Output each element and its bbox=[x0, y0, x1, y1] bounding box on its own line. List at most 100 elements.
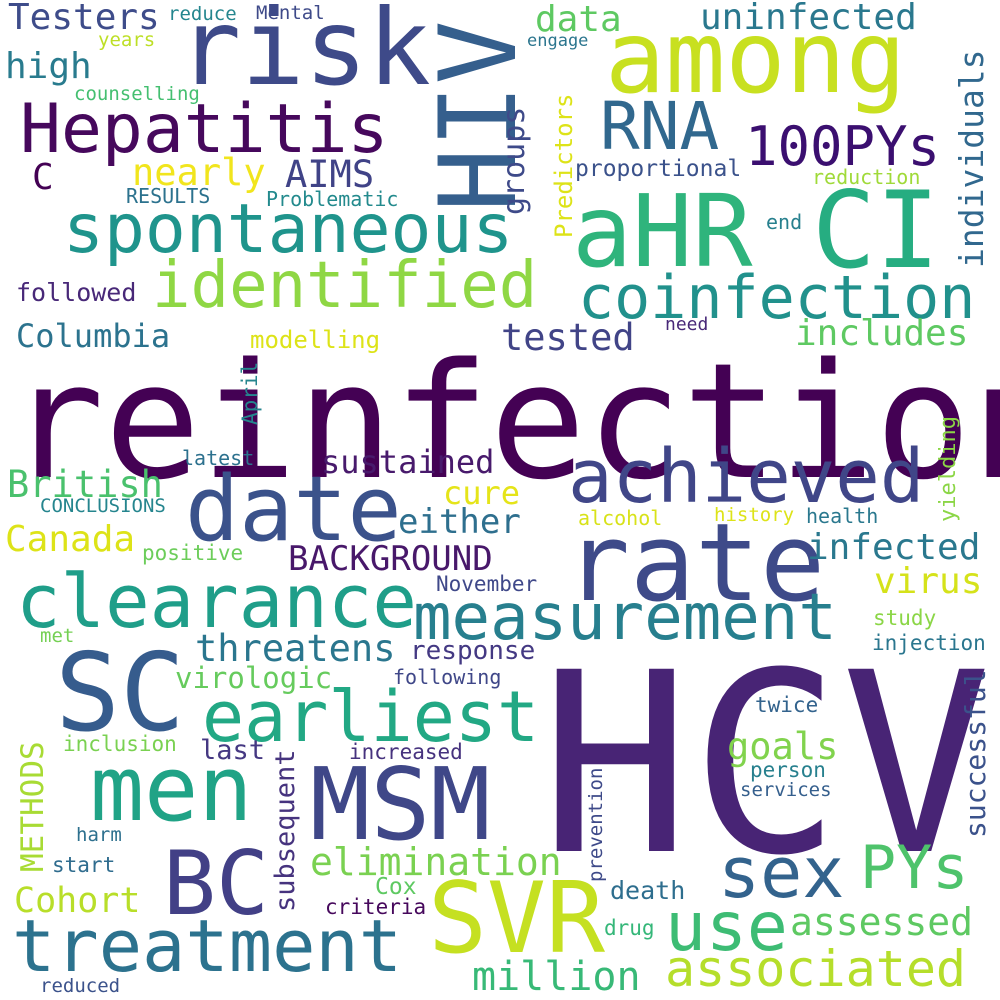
word-men: men bbox=[90, 737, 253, 842]
word-sustained: sustained bbox=[321, 443, 495, 481]
word-risk: risk bbox=[178, 0, 431, 109]
word-earliest: earliest bbox=[202, 676, 540, 758]
word-latest: latest bbox=[182, 446, 255, 470]
word-person: person bbox=[750, 758, 826, 782]
word-goals: goals bbox=[727, 725, 839, 768]
word-msm: MSM bbox=[310, 746, 491, 863]
word-successful: successful bbox=[959, 669, 992, 838]
word-study: study bbox=[873, 606, 937, 630]
word-met: met bbox=[40, 625, 75, 647]
word-counselling: counselling bbox=[74, 83, 200, 105]
word-cure: cure bbox=[443, 474, 521, 512]
word-bc: BC bbox=[163, 832, 269, 935]
word-drug: drug bbox=[604, 916, 655, 940]
word-start: start bbox=[52, 853, 116, 877]
word-proportional: proportional bbox=[575, 156, 742, 182]
word-yielding: yielding bbox=[936, 416, 961, 522]
word-background: BACKGROUND bbox=[288, 539, 493, 579]
word-includes: includes bbox=[795, 313, 969, 354]
word-hepatitis: Hepatitis bbox=[20, 90, 389, 169]
word-following: following bbox=[393, 665, 502, 689]
word-treatment: treatment bbox=[12, 904, 403, 988]
word-clearance: clearance bbox=[16, 559, 417, 645]
word-identified: identified bbox=[152, 249, 538, 323]
word-columbia: Columbia bbox=[16, 317, 171, 355]
word-prevention: prevention bbox=[585, 767, 607, 882]
word-subsequent: subsequent bbox=[270, 749, 301, 912]
word-reinfection: reinfection bbox=[8, 328, 1000, 515]
word-health: health bbox=[806, 504, 879, 528]
word-coinfection: coinfection bbox=[578, 263, 976, 333]
word-canada: Canada bbox=[5, 519, 136, 560]
word-april: April bbox=[238, 361, 262, 425]
word-predictors: Predictors bbox=[550, 93, 578, 239]
word-criteria: criteria bbox=[325, 895, 427, 919]
word-increased: increased bbox=[349, 740, 463, 764]
word-cohort: Cohort bbox=[14, 881, 141, 921]
word-rna: RNA bbox=[600, 88, 720, 165]
word-cox: Cox bbox=[375, 874, 417, 900]
word-results: RESULTS bbox=[126, 184, 211, 208]
word-hcv: HCV bbox=[540, 619, 992, 910]
word-response: response bbox=[410, 636, 536, 666]
word-engage: engage bbox=[527, 31, 589, 51]
word-sc: SC bbox=[55, 631, 186, 756]
word-achieved: achieved bbox=[568, 434, 925, 520]
word-end: end bbox=[766, 210, 803, 234]
word-mental: Mental bbox=[256, 2, 325, 24]
word-virus: virus bbox=[874, 561, 983, 602]
word-rate: rate bbox=[565, 501, 826, 626]
word-alcohol: alcohol bbox=[578, 506, 663, 530]
word-reduce: reduce bbox=[168, 3, 237, 25]
word-pys: PYs bbox=[860, 833, 969, 903]
word-groups: groups bbox=[497, 106, 532, 215]
word-sex: sex bbox=[718, 832, 845, 914]
word-methods: METHODS bbox=[15, 741, 51, 872]
word-spontaneous: spontaneous bbox=[63, 190, 514, 269]
word-data: data bbox=[535, 0, 622, 40]
word-reduced: reduced bbox=[40, 975, 121, 997]
word-last: last bbox=[200, 735, 266, 766]
word-modelling: modelling bbox=[250, 326, 381, 354]
word-followed: followed bbox=[16, 278, 137, 307]
word-tested: tested bbox=[501, 316, 635, 359]
word-infected: infected bbox=[807, 527, 981, 568]
word-aims: AIMS bbox=[285, 153, 375, 196]
word-conclusions: CONCLUSIONS bbox=[40, 495, 166, 517]
word-c: C bbox=[32, 157, 54, 198]
word-november: November bbox=[436, 572, 538, 596]
word-uninfected: uninfected bbox=[700, 0, 917, 38]
word-need: need bbox=[665, 314, 709, 335]
word-ci: CI bbox=[812, 169, 940, 292]
word-inclusion: inclusion bbox=[63, 732, 177, 756]
word-use: use bbox=[665, 888, 788, 967]
word-positive: positive bbox=[142, 541, 244, 565]
word-injection: injection bbox=[872, 631, 986, 655]
word-harm: harm bbox=[76, 824, 122, 846]
word-british: British bbox=[7, 463, 163, 506]
word-million: million bbox=[472, 954, 641, 1000]
word-measurement: measurement bbox=[413, 581, 837, 655]
word-nearly: nearly bbox=[132, 151, 266, 194]
word-date: date bbox=[185, 457, 402, 562]
word-assessed: assessed bbox=[790, 900, 974, 944]
word-ahr: aHR bbox=[572, 173, 753, 290]
word-services: services bbox=[740, 779, 832, 801]
word-virologic: virologic bbox=[175, 661, 333, 695]
word-problematic: Problematic bbox=[266, 187, 399, 211]
word-reduction: reduction bbox=[812, 165, 921, 189]
word-among: among bbox=[605, 0, 907, 116]
word-high: high bbox=[5, 46, 92, 87]
word-associated: associated bbox=[665, 940, 967, 998]
word-years: years bbox=[98, 29, 156, 51]
word-history: history bbox=[714, 504, 795, 526]
word-svr: SVR bbox=[428, 862, 606, 976]
word-individuals: individuals bbox=[952, 49, 991, 268]
word-elimination: elimination bbox=[310, 840, 562, 884]
word-testers: Testers bbox=[8, 0, 160, 38]
word-either: either bbox=[398, 502, 521, 542]
word-death: death bbox=[610, 876, 686, 905]
word-threatens: threatens bbox=[195, 627, 396, 670]
word-twice: twice bbox=[755, 693, 819, 717]
